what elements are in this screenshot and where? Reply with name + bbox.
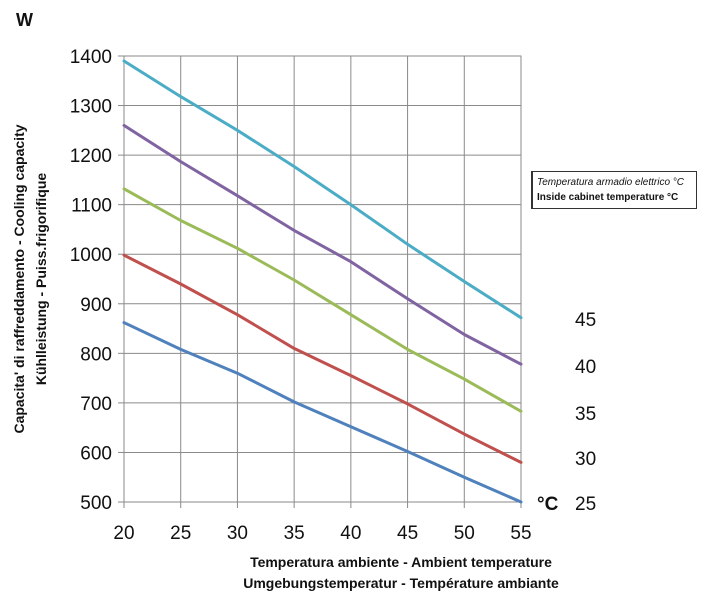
- x-axis-label-line1: Temperatura ambiente - Ambient temperatu…: [250, 554, 552, 570]
- series-label-25: 25: [575, 494, 596, 515]
- legend-title-box: Temperatura armadio elettrico °C Inside …: [531, 171, 697, 209]
- plot-frame: [123, 55, 522, 503]
- x-tick-label: 45: [397, 523, 418, 544]
- y-tick-label: 700: [80, 394, 112, 415]
- y-tick-label: 800: [80, 344, 112, 365]
- x-tick-label: 40: [340, 523, 361, 544]
- y-tick-label: 1400: [70, 47, 112, 68]
- x-tick-label: 20: [113, 523, 134, 544]
- series-lines: [122, 59, 523, 504]
- series-line-45: [122, 59, 523, 320]
- series-line-35: [122, 187, 523, 413]
- series-end-labels: 25 30 35 40 45: [575, 310, 596, 515]
- y-unit-label: W: [16, 10, 33, 30]
- y-tick-labels: 500 600 700 800 900 1000 1100 1200 1300 1400: [70, 47, 112, 514]
- series-label-40: 40: [575, 357, 596, 378]
- series-line-25: [122, 321, 523, 504]
- x-axis-label-line2: Umgebungstemperatur - Température ambian…: [243, 575, 559, 591]
- series-label-45: 45: [575, 310, 596, 331]
- y-tick-label: 1100: [71, 196, 112, 217]
- x-tick-label: 30: [227, 523, 248, 544]
- series-line-30: [122, 253, 523, 464]
- series-label-35: 35: [575, 404, 596, 425]
- y-tick-label: 500: [80, 493, 112, 514]
- series-line-40: [122, 123, 523, 366]
- x-tick-labels: 20 25 30 35 40 45 50 55: [113, 523, 531, 544]
- x-tick-label: 25: [170, 523, 191, 544]
- series-label-30: 30: [575, 449, 596, 470]
- y-tick-label: 1300: [70, 97, 112, 118]
- x-tick-label: 55: [510, 523, 531, 544]
- y-tick-label: 1000: [70, 245, 112, 266]
- x-tick-label: 50: [454, 523, 475, 544]
- legend-title-line1: Temperatura armadio elettrico °C: [537, 177, 685, 188]
- x-unit-label: °C: [537, 494, 559, 515]
- y-axis-label-line2: Kühlleistung - Puiss.frigorifique: [33, 173, 49, 386]
- legend-title-line2: Inside cabinet temperature °C: [537, 192, 679, 203]
- y-tick-label: 1200: [70, 146, 112, 167]
- y-tick-label: 600: [80, 443, 112, 464]
- y-axis-label-line1: Capacita' di raffreddamento - Cooling ca…: [11, 124, 27, 433]
- y-tick-label: 900: [80, 295, 112, 316]
- x-tick-label: 35: [284, 523, 305, 544]
